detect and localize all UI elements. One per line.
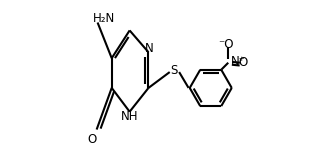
Text: NH: NH (121, 110, 138, 123)
Text: N: N (146, 42, 154, 55)
Text: O: O (238, 56, 248, 69)
Text: H₂N: H₂N (93, 12, 115, 25)
Text: O: O (87, 133, 97, 146)
Text: N⁺: N⁺ (231, 55, 246, 68)
Text: S: S (170, 64, 177, 77)
Text: ⁻O: ⁻O (218, 38, 234, 51)
